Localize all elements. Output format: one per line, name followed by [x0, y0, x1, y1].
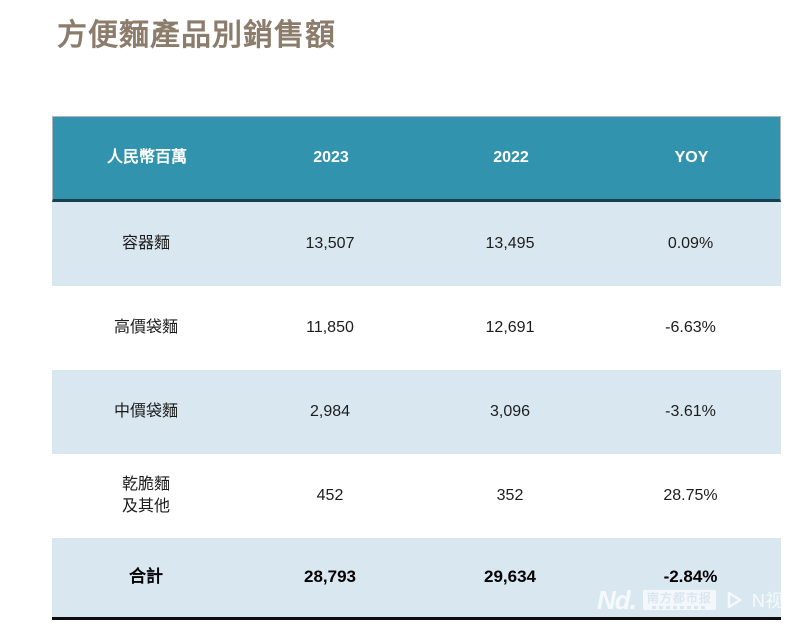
value-2022: 352 — [496, 487, 524, 505]
value-yoy: -6.63% — [665, 319, 716, 337]
value-2022: 13,495 — [485, 235, 535, 253]
value-yoy: -2.84% — [663, 567, 718, 587]
table-row-high-price-bag-noodles: 高價袋麵 11,850 12,691 -6.63% — [52, 286, 781, 370]
value-2023: 2,984 — [309, 403, 351, 421]
table-row-crispy-noodles-and-others: 乾脆麵 及其他 452 352 28.75% — [52, 454, 781, 538]
table-header-row: 人民幣百萬 2023 2022 YOY — [52, 116, 781, 202]
value-2023: 13,507 — [305, 235, 355, 253]
value-2023: 11,850 — [306, 319, 354, 337]
table-row-container-noodles: 容器麵 13,507 13,495 0.09% — [52, 202, 781, 286]
value-2022: 29,634 — [484, 567, 536, 587]
row-label: 中價袋麵 — [113, 403, 178, 421]
value-2022: 3,096 — [489, 403, 531, 421]
value-yoy: -3.61% — [665, 403, 716, 421]
value-2022: 12,691 — [485, 319, 535, 337]
row-label: 高價袋麵 — [113, 319, 178, 337]
row-label: 乾脆麵 及其他 — [121, 476, 170, 515]
header-2023: 2023 — [313, 149, 349, 167]
row-label: 合計 — [129, 567, 163, 587]
value-2023: 28,793 — [304, 567, 356, 587]
sales-table: 人民幣百萬 2023 2022 YOY 容器麵 13,507 13,495 0.… — [52, 116, 781, 620]
table-row-mid-price-bag-noodles: 中價袋麵 2,984 3,096 -3.61% — [52, 370, 781, 454]
header-2022: 2022 — [493, 149, 529, 167]
value-yoy: 28.75% — [663, 487, 718, 505]
header-yoy: YOY — [674, 149, 709, 167]
header-unit: 人民幣百萬 — [106, 149, 187, 167]
value-2023: 452 — [316, 487, 344, 505]
row-label: 容器麵 — [121, 235, 170, 253]
page-title: 方便麵產品別銷售額 — [57, 19, 336, 52]
value-yoy: 0.09% — [667, 235, 714, 253]
table-row-total: 合計 28,793 29,634 -2.84% — [52, 538, 781, 620]
